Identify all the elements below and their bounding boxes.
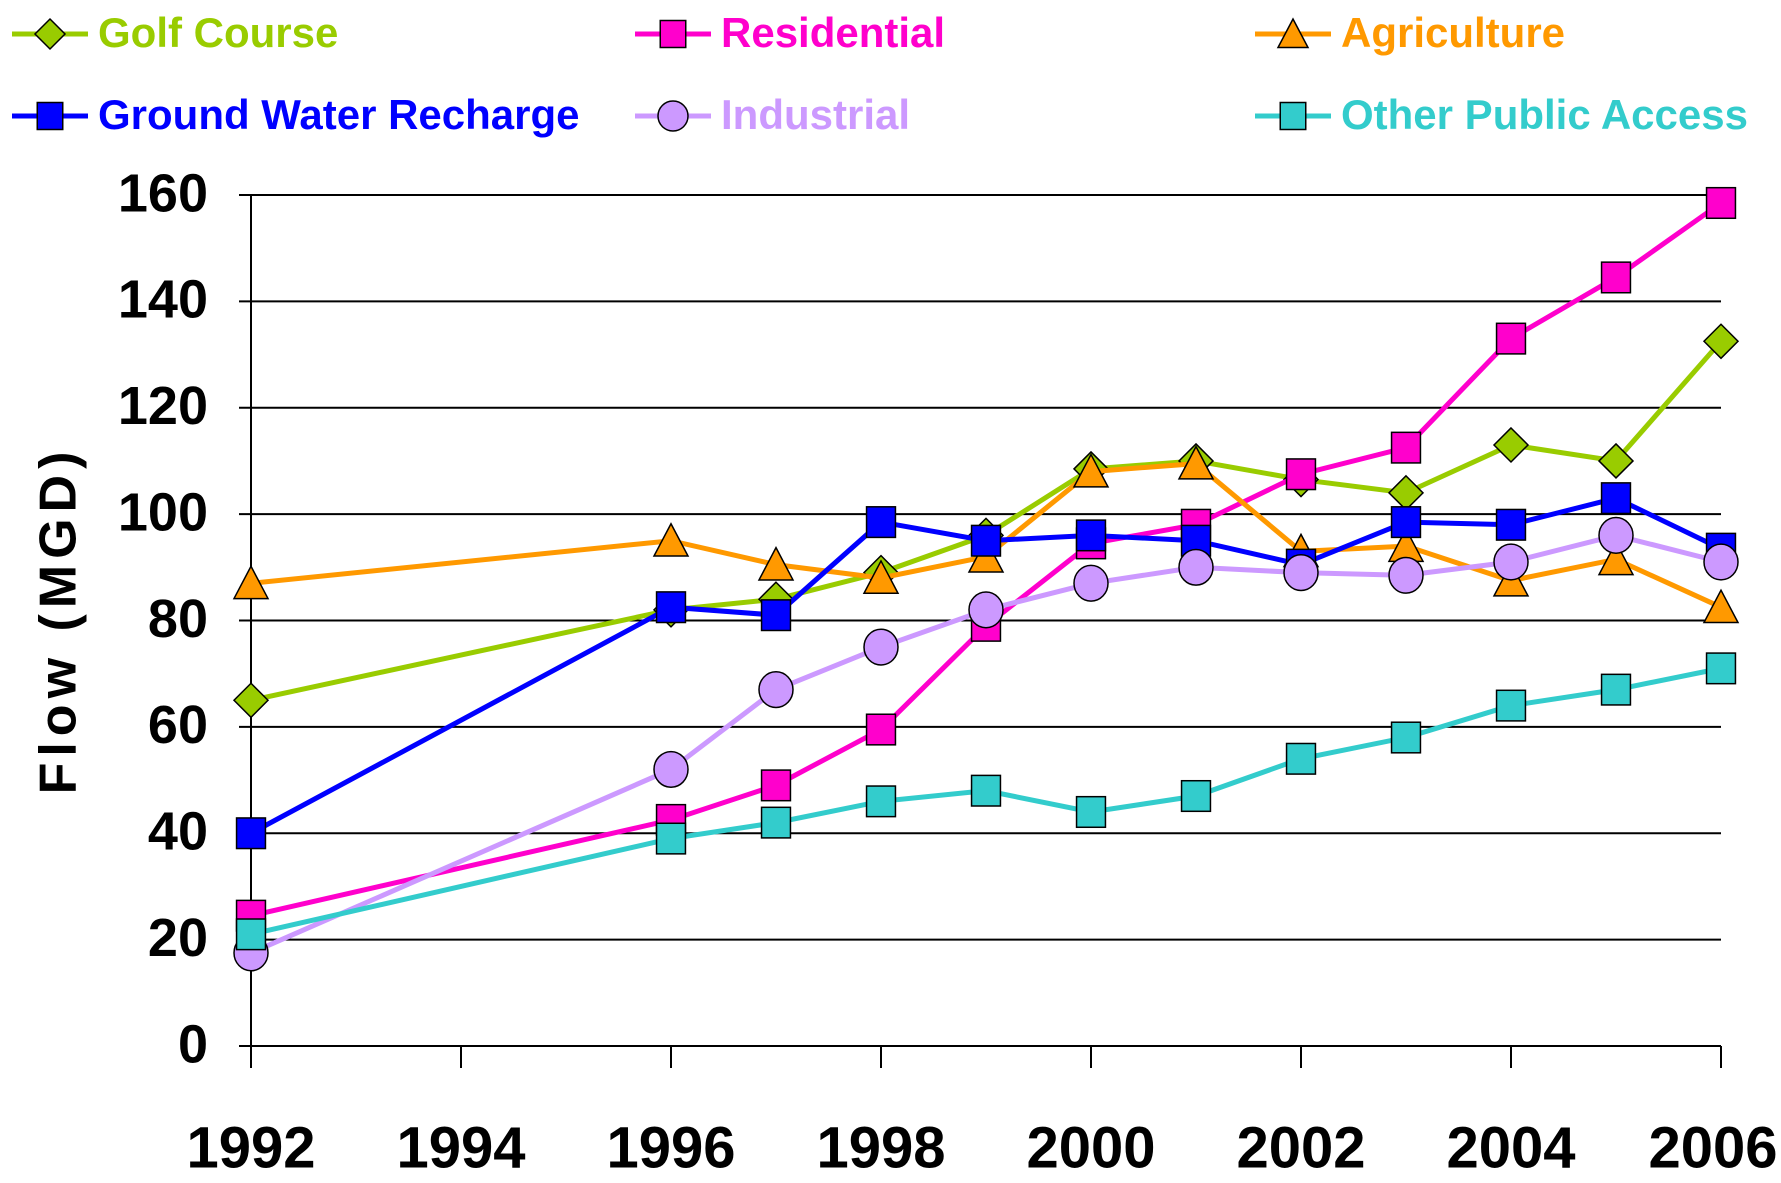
legend-label: Agriculture	[1341, 9, 1565, 56]
x-tick-label: 2000	[1026, 1115, 1155, 1180]
data-point	[970, 774, 1002, 807]
data-point	[653, 750, 689, 789]
y-tick-label: 60	[148, 695, 208, 755]
y-tick-label: 80	[148, 589, 208, 649]
series-line	[249, 495, 1723, 836]
data-point	[1178, 548, 1214, 586]
data-point	[1600, 261, 1632, 294]
data-point	[760, 769, 792, 802]
legend-marker	[1276, 17, 1310, 49]
data-point	[1597, 540, 1635, 576]
data-point	[1283, 554, 1319, 592]
x-tick-label: 2004	[1446, 1115, 1575, 1180]
data-point	[1390, 721, 1422, 754]
data-point	[1705, 652, 1737, 685]
y-tick-label: 160	[118, 163, 208, 223]
data-point	[1495, 689, 1527, 722]
y-axis-title: Flow (MGD)	[30, 446, 88, 795]
series-line	[250, 200, 1723, 919]
data-point	[865, 506, 897, 539]
data-point	[1073, 564, 1109, 602]
series-line	[250, 339, 1723, 703]
x-tick-label: 1998	[816, 1115, 945, 1180]
data-point	[863, 628, 899, 666]
legend-marker	[657, 100, 689, 132]
data-point	[1390, 431, 1422, 464]
legend-marker	[1279, 101, 1307, 131]
data-point	[758, 671, 794, 709]
legend-marker	[33, 17, 67, 51]
legend-label: Residential	[721, 9, 945, 56]
series-line	[250, 461, 1723, 610]
data-point	[760, 599, 792, 632]
data-point	[1702, 588, 1740, 624]
x-tick-label: 1992	[186, 1115, 315, 1180]
data-point	[235, 918, 267, 951]
data-point	[757, 546, 795, 581]
legend-label: Industrial	[721, 91, 910, 138]
data-point	[1285, 458, 1317, 491]
data-point	[232, 682, 270, 719]
data-point	[235, 817, 267, 850]
data-point	[1703, 543, 1739, 581]
series-line	[250, 665, 1722, 937]
data-point	[1600, 673, 1632, 706]
data-point	[1285, 742, 1317, 775]
y-tick-label: 40	[148, 802, 208, 862]
y-tick-label: 120	[118, 376, 208, 436]
data-point	[1390, 506, 1422, 539]
x-tick-label: 1994	[396, 1115, 525, 1180]
x-tick-label: 1996	[606, 1115, 735, 1180]
data-point	[1600, 482, 1632, 515]
data-point	[655, 822, 687, 855]
legend-marker	[659, 19, 687, 49]
data-point	[1597, 442, 1635, 479]
data-point	[1598, 516, 1634, 555]
y-tick-label: 140	[118, 270, 208, 330]
data-point	[1388, 556, 1424, 594]
data-point	[1493, 543, 1529, 581]
data-point	[1705, 186, 1737, 220]
data-point	[865, 713, 897, 746]
y-tick-label: 20	[148, 908, 208, 968]
data-point	[1387, 474, 1425, 511]
data-point	[968, 591, 1004, 629]
data-point	[1075, 795, 1107, 829]
legend-marker	[36, 101, 64, 131]
legend-label: Other Public Access	[1341, 91, 1748, 138]
data-point	[655, 591, 687, 624]
series-line	[249, 532, 1722, 956]
data-point	[1072, 452, 1110, 488]
data-point	[652, 522, 690, 557]
legend-label: Ground Water Recharge	[98, 91, 580, 138]
y-tick-label: 0	[178, 1014, 208, 1074]
data-point	[1702, 323, 1740, 360]
data-point	[862, 559, 900, 594]
y-tick-label: 100	[118, 482, 208, 542]
data-point	[1075, 519, 1107, 552]
data-point	[1180, 779, 1212, 813]
data-point	[760, 806, 792, 839]
data-point	[1495, 508, 1527, 541]
legend-label: Golf Course	[98, 9, 338, 56]
data-point	[970, 524, 1002, 557]
data-point	[1177, 444, 1215, 480]
data-point	[865, 785, 897, 818]
x-tick-label: 2006	[1648, 1115, 1777, 1180]
x-tick-label: 2002	[1236, 1115, 1365, 1180]
data-point	[1495, 322, 1527, 355]
data-point	[1492, 426, 1530, 464]
data-point	[232, 564, 270, 600]
